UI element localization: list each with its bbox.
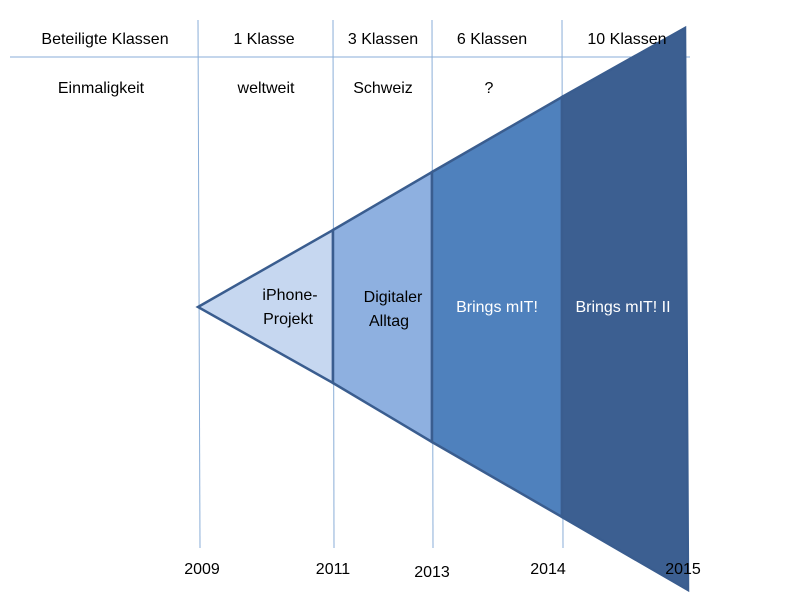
phase-label: Projekt — [263, 311, 313, 328]
year-label: 2013 — [414, 564, 450, 581]
phase-label: Brings mIT! — [456, 299, 538, 316]
phase-shape — [560, 25, 690, 593]
year-label: 2011 — [316, 561, 351, 578]
header-cell: Beteiligte Klassen — [41, 31, 168, 48]
year-label: 2014 — [530, 561, 566, 578]
phase-label: Alltag — [369, 313, 409, 330]
phase-shape — [331, 169, 434, 445]
year-label: 2015 — [665, 561, 701, 578]
funnel — [195, 25, 690, 593]
row-cell: ? — [485, 80, 494, 97]
row-cell: weltweit — [237, 80, 295, 97]
phase-label: Brings mIT! II — [575, 299, 670, 316]
header-cell: 10 Klassen — [587, 31, 666, 48]
phase-label: Digitaler — [364, 289, 423, 306]
divider — [197, 19, 201, 549]
row-cell: Schweiz — [353, 80, 413, 97]
header-cell: 3 Klassen — [348, 31, 418, 48]
phase-label: iPhone- — [262, 287, 317, 304]
year-label: 2009 — [184, 561, 220, 578]
header-cell: 1 Klasse — [233, 31, 294, 48]
row-cell: Einmaligkeit — [58, 80, 145, 97]
header-cell: 6 Klassen — [457, 31, 527, 48]
phase-shape — [195, 227, 335, 386]
